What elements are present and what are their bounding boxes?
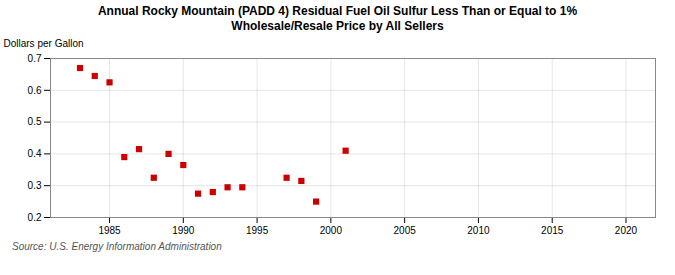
html-text:Source: U.S. Energy Informatio: Source: U.S. Energy Information Administ… bbox=[12, 241, 222, 252]
svg-text:2010: 2010 bbox=[467, 225, 490, 236]
svg-text:2015: 2015 bbox=[541, 225, 564, 236]
svg-text:0.4: 0.4 bbox=[28, 148, 42, 159]
svg-text:0.5: 0.5 bbox=[28, 116, 42, 127]
svg-text:0.3: 0.3 bbox=[28, 180, 42, 191]
svg-text:2005: 2005 bbox=[394, 225, 417, 236]
svg-text:2000: 2000 bbox=[320, 225, 343, 236]
svg-text:1990: 1990 bbox=[172, 225, 195, 236]
svg-text:0.2: 0.2 bbox=[28, 212, 42, 223]
svg-text:Dollars per Gallon: Dollars per Gallon bbox=[4, 38, 84, 49]
svg-text:0.7: 0.7 bbox=[28, 53, 42, 64]
svg-text:2020: 2020 bbox=[615, 225, 638, 236]
svg-text:1995: 1995 bbox=[246, 225, 269, 236]
svg-text:1985: 1985 bbox=[98, 225, 121, 236]
svg-text:0.6: 0.6 bbox=[28, 85, 42, 96]
html-text:Annual Rocky Mountain (PADD 4): Annual Rocky Mountain (PADD 4) Residual … bbox=[97, 4, 578, 33]
